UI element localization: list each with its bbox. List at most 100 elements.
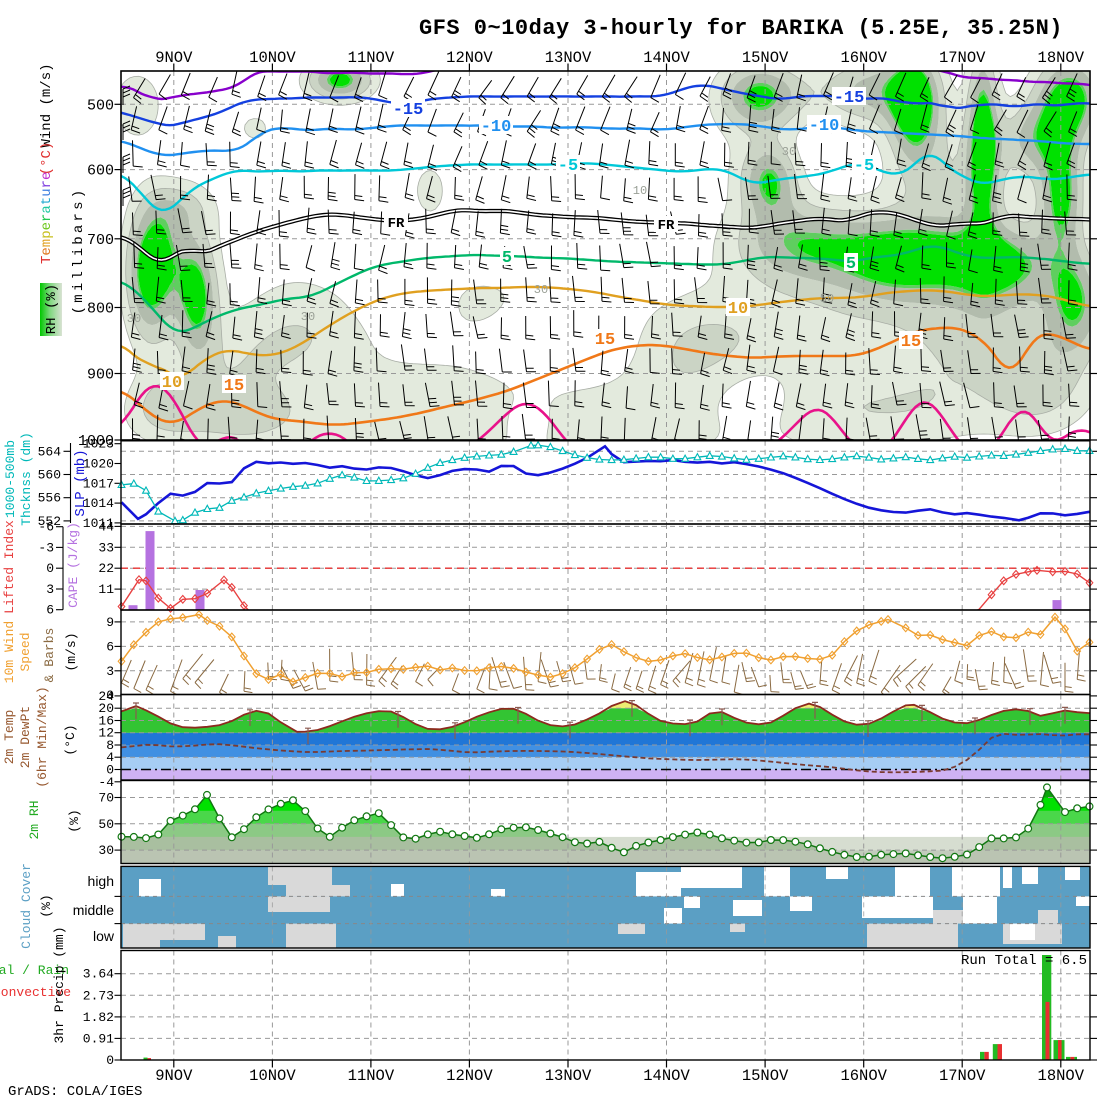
svg-text:15NOV: 15NOV bbox=[742, 1067, 789, 1085]
svg-text:1017: 1017 bbox=[83, 476, 114, 491]
svg-text:1020: 1020 bbox=[83, 457, 114, 472]
svg-text:11NOV: 11NOV bbox=[348, 1067, 395, 1085]
svg-text:13NOV: 13NOV bbox=[545, 49, 592, 67]
svg-text:-5: -5 bbox=[558, 157, 578, 176]
svg-text:(°C): (°C) bbox=[39, 142, 55, 176]
svg-text:(millibars): (millibars) bbox=[71, 187, 87, 315]
svg-text:-15: -15 bbox=[393, 101, 424, 120]
svg-text:(%): (%) bbox=[39, 894, 54, 917]
svg-text:FR: FR bbox=[388, 216, 405, 232]
svg-text:1023: 1023 bbox=[83, 437, 114, 452]
svg-text:12: 12 bbox=[98, 726, 114, 741]
svg-text:-6: -6 bbox=[38, 520, 54, 535]
svg-text:600: 600 bbox=[87, 163, 114, 180]
svg-text:22: 22 bbox=[98, 561, 114, 576]
svg-text:Thcknss (dm): Thcknss (dm) bbox=[19, 432, 34, 526]
svg-text:9: 9 bbox=[106, 615, 114, 630]
svg-text:1000-500mb: 1000-500mb bbox=[3, 440, 18, 518]
svg-text:10: 10 bbox=[728, 300, 748, 319]
svg-text:Lifted Index: Lifted Index bbox=[2, 520, 17, 614]
svg-text:15: 15 bbox=[224, 377, 244, 396]
svg-text:10NOV: 10NOV bbox=[249, 1067, 296, 1085]
svg-text:2m DewPt: 2m DewPt bbox=[18, 706, 33, 768]
svg-text:Wind (m/s): Wind (m/s) bbox=[39, 63, 55, 147]
svg-text:Convective: Convective bbox=[0, 985, 71, 1000]
svg-text:0: 0 bbox=[106, 688, 114, 703]
svg-text:0: 0 bbox=[46, 561, 54, 576]
svg-text:FR: FR bbox=[658, 218, 675, 234]
svg-text:3.64: 3.64 bbox=[83, 967, 114, 982]
svg-text:556: 556 bbox=[38, 491, 61, 506]
svg-text:50: 50 bbox=[820, 292, 834, 306]
svg-text:17NOV: 17NOV bbox=[939, 1067, 986, 1085]
svg-text:2m RH: 2m RH bbox=[27, 800, 42, 839]
svg-text:0: 0 bbox=[106, 763, 114, 778]
svg-text:GrADS: COLA/IGES: GrADS: COLA/IGES bbox=[8, 1084, 142, 1100]
svg-text:18NOV: 18NOV bbox=[1038, 49, 1085, 67]
svg-text:9NOV: 9NOV bbox=[155, 49, 193, 67]
svg-text:-10: -10 bbox=[809, 117, 840, 136]
svg-text:30: 30 bbox=[534, 283, 548, 297]
svg-text:30: 30 bbox=[98, 843, 114, 858]
svg-text:12NOV: 12NOV bbox=[446, 49, 493, 67]
svg-text:SLP (mb): SLP (mb) bbox=[73, 449, 89, 516]
svg-text:33: 33 bbox=[98, 540, 114, 555]
svg-text:10m Wind: 10m Wind bbox=[2, 621, 17, 683]
svg-text:13NOV: 13NOV bbox=[545, 1067, 592, 1085]
svg-text:44: 44 bbox=[98, 519, 114, 534]
svg-text:-4: -4 bbox=[98, 775, 114, 790]
svg-text:14NOV: 14NOV bbox=[643, 1067, 690, 1085]
svg-text:Total / Rain: Total / Rain bbox=[0, 963, 69, 978]
svg-text:6: 6 bbox=[106, 639, 114, 654]
svg-text:-15: -15 bbox=[834, 89, 865, 108]
svg-text:15: 15 bbox=[595, 331, 615, 350]
svg-text:high: high bbox=[88, 873, 114, 889]
svg-text:9NOV: 9NOV bbox=[155, 1067, 193, 1085]
svg-text:-10: -10 bbox=[481, 118, 512, 137]
svg-text:560: 560 bbox=[38, 468, 61, 483]
svg-text:800: 800 bbox=[87, 301, 114, 318]
svg-text:-5: -5 bbox=[854, 157, 874, 176]
svg-text:Run Total = 6.5: Run Total = 6.5 bbox=[961, 953, 1087, 969]
svg-text:14NOV: 14NOV bbox=[643, 49, 690, 67]
svg-text:16NOV: 16NOV bbox=[840, 1067, 887, 1085]
svg-text:20: 20 bbox=[98, 701, 114, 716]
svg-text:4: 4 bbox=[106, 750, 114, 765]
svg-text:30: 30 bbox=[782, 145, 796, 159]
svg-text:3hr Precip (mm): 3hr Precip (mm) bbox=[52, 926, 67, 1043]
svg-text:5: 5 bbox=[846, 255, 856, 274]
svg-text:2.73: 2.73 bbox=[83, 988, 114, 1003]
svg-text:10NOV: 10NOV bbox=[249, 49, 296, 67]
svg-text:16: 16 bbox=[98, 714, 114, 729]
svg-text:2m Temp: 2m Temp bbox=[2, 710, 17, 765]
svg-text:(6hr Min/Max): (6hr Min/Max) bbox=[35, 686, 50, 787]
svg-text:900: 900 bbox=[87, 367, 114, 384]
svg-text:10: 10 bbox=[162, 374, 182, 393]
svg-text:0: 0 bbox=[106, 1053, 114, 1068]
svg-text:11NOV: 11NOV bbox=[348, 49, 395, 67]
svg-text:1.82: 1.82 bbox=[83, 1010, 114, 1025]
svg-text:15NOV: 15NOV bbox=[742, 49, 789, 67]
svg-text:700: 700 bbox=[87, 232, 114, 249]
svg-text:Cloud Cover: Cloud Cover bbox=[19, 863, 34, 949]
svg-text:15: 15 bbox=[901, 333, 921, 352]
svg-text:5: 5 bbox=[502, 249, 512, 268]
svg-text:11: 11 bbox=[98, 582, 114, 597]
svg-text:& Barbs: & Barbs bbox=[42, 628, 57, 683]
svg-text:8: 8 bbox=[106, 738, 114, 753]
svg-text:3: 3 bbox=[46, 582, 54, 597]
svg-text:low: low bbox=[93, 928, 115, 944]
svg-text:16NOV: 16NOV bbox=[840, 49, 887, 67]
svg-text:50: 50 bbox=[98, 817, 114, 832]
svg-text:1000: 1000 bbox=[78, 433, 114, 450]
svg-text:(m/s): (m/s) bbox=[64, 632, 79, 671]
svg-text:12NOV: 12NOV bbox=[446, 1067, 493, 1085]
svg-text:500: 500 bbox=[87, 97, 114, 114]
svg-text:Temperature: Temperature bbox=[39, 172, 55, 264]
svg-text:24: 24 bbox=[98, 689, 114, 704]
svg-text:Speed: Speed bbox=[18, 632, 33, 671]
svg-text:(°C): (°C) bbox=[63, 724, 78, 755]
svg-text:18NOV: 18NOV bbox=[1038, 1067, 1085, 1085]
svg-text:(%): (%) bbox=[67, 809, 82, 832]
svg-text:30: 30 bbox=[127, 312, 141, 326]
